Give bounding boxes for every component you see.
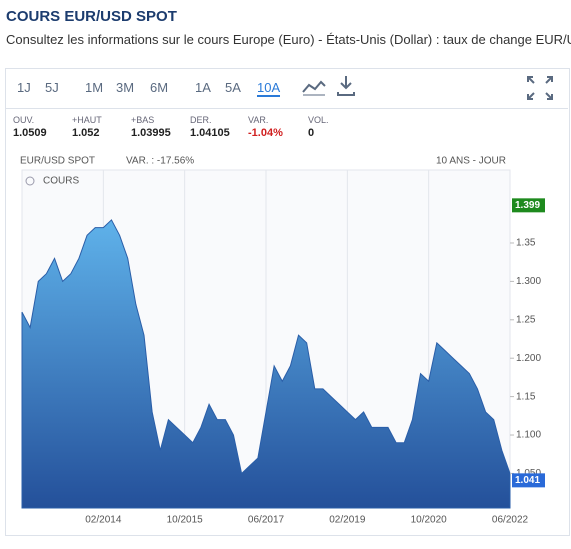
page-title: COURS EUR/USD SPOT — [6, 8, 177, 25]
chart-type-icon[interactable] — [301, 76, 327, 98]
legend-label: COURS — [43, 176, 79, 187]
stat-value: -1.04% — [248, 127, 283, 139]
x-tick-label: 02/2019 — [329, 515, 366, 526]
toolbar: 1J 5J 1M 3M 6M 1A 5A 10A — [5, 68, 568, 109]
x-tick-label: 10/2020 — [411, 515, 448, 526]
y-tick-label: 1.300 — [516, 276, 541, 287]
price-marker — [512, 473, 545, 488]
period-button[interactable]: 1J — [17, 80, 31, 95]
period-button[interactable]: 10A — [257, 80, 281, 97]
stat-value: 1.03995 — [131, 127, 171, 139]
fullscreen-icon[interactable] — [525, 74, 555, 102]
download-icon[interactable] — [335, 74, 357, 98]
period-button[interactable]: 3M — [116, 80, 135, 95]
x-tick-label: 06/2017 — [248, 515, 285, 526]
stat-label: DER. — [190, 115, 212, 125]
stat-label: OUV. — [13, 115, 35, 125]
price-marker-label: 1.041 — [515, 475, 540, 486]
page-subtitle: Consultez les informations sur le cours … — [6, 32, 571, 47]
stat-label: +HAUT — [72, 115, 102, 125]
y-tick-label: 1.200 — [516, 353, 541, 364]
stat-value: 1.052 — [72, 127, 100, 139]
area — [21, 219, 511, 509]
chart: EUR/USD SPOT VAR. : -17.56% 10 ANS - JOU… — [20, 156, 545, 526]
price-marker — [512, 198, 545, 213]
chart-title: EUR/USD SPOT — [20, 156, 95, 167]
x-tick-label: 02/2014 — [85, 515, 122, 526]
y-tick-label: 1.15 — [516, 391, 536, 402]
x-tick-label: 10/2015 — [167, 515, 204, 526]
widget-frame — [5, 68, 570, 536]
stat-value: 1.0509 — [13, 127, 47, 139]
period-button[interactable]: 6M — [150, 80, 169, 95]
y-tick-label: 1.35 — [516, 238, 536, 249]
stat-value: 1.04105 — [190, 127, 230, 139]
stat-label: +BAS — [131, 115, 155, 125]
stat-label: VOL. — [308, 115, 329, 125]
period-button[interactable]: 5J — [45, 80, 59, 95]
period-button[interactable]: 1M — [85, 80, 104, 95]
chart-subtitle: VAR. : -17.56% — [126, 156, 194, 167]
stat-value: 0 — [308, 127, 315, 139]
period-label: 10 ANS - JOUR — [436, 156, 506, 167]
legend-icon — [25, 176, 35, 186]
y-tick-label: 1.100 — [516, 430, 541, 441]
y-tick-label: 1.25 — [516, 314, 536, 325]
x-tick-label: 06/2022 — [492, 515, 529, 526]
period-button[interactable]: 5A — [225, 80, 241, 95]
price-marker-label: 1.399 — [515, 200, 540, 211]
stat-label: VAR. — [248, 115, 269, 125]
period-button[interactable]: 1A — [195, 80, 211, 95]
